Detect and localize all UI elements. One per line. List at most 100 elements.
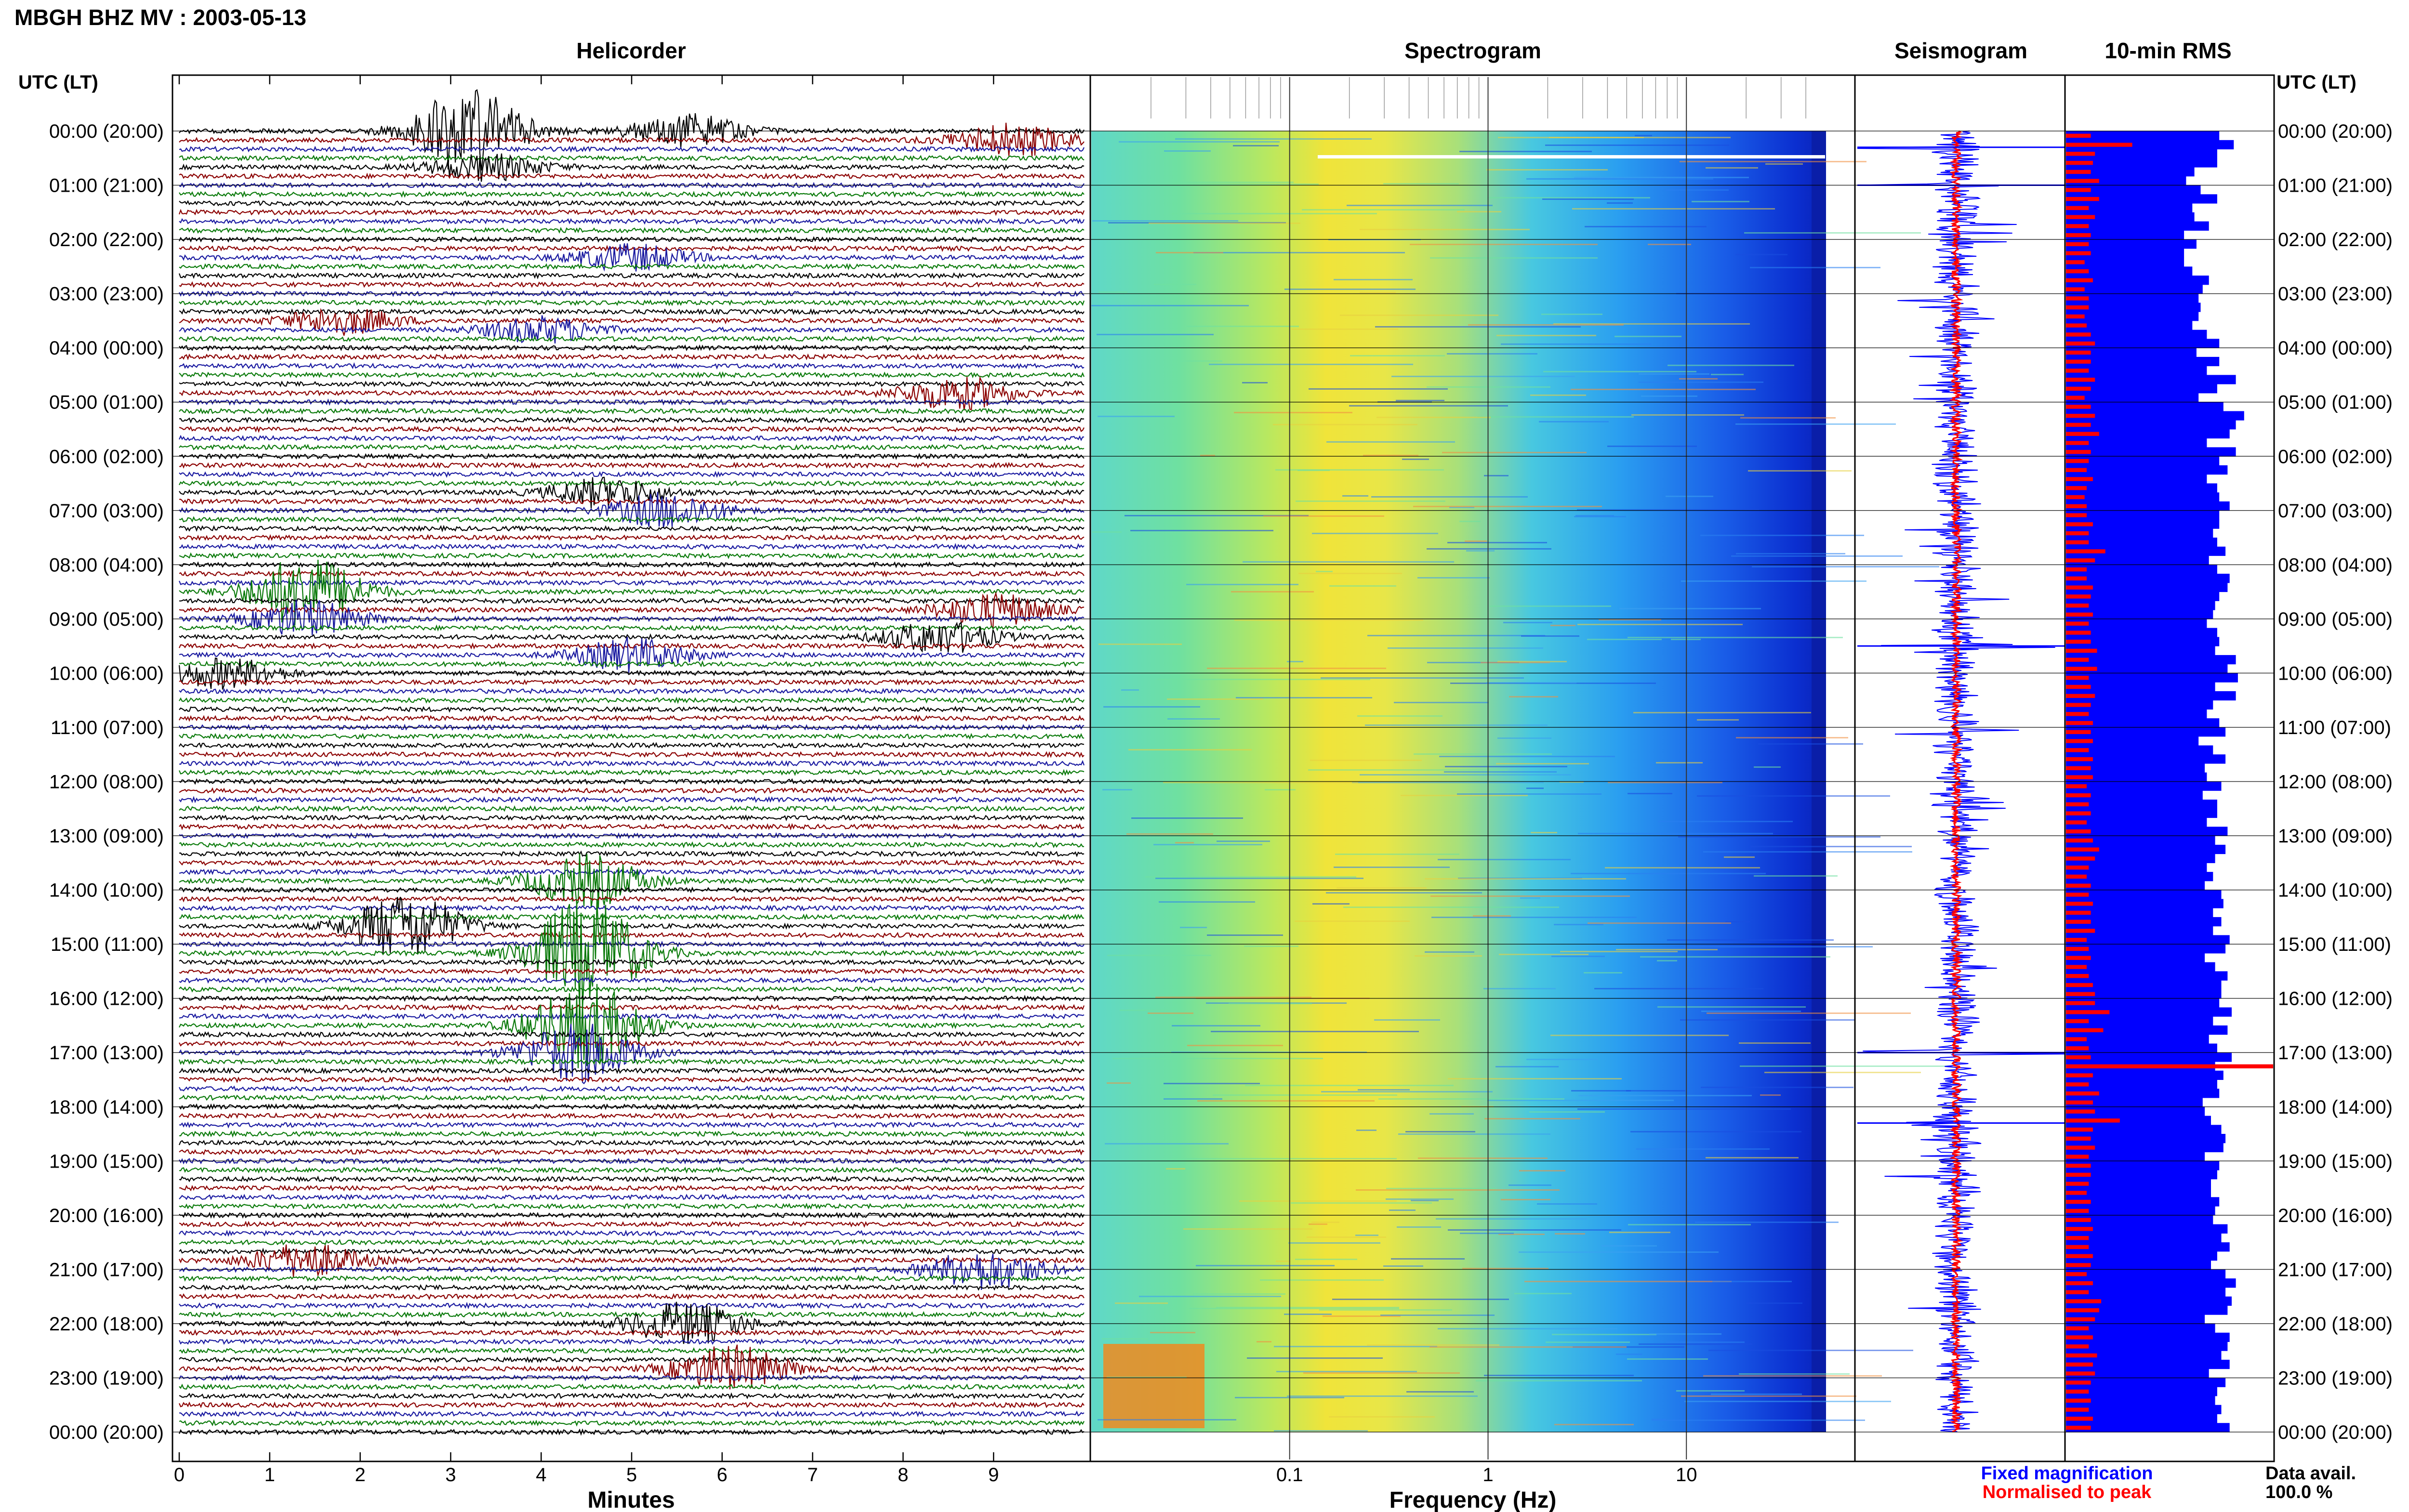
helicorder-trace-row xyxy=(179,190,1085,198)
spectrogram-stripe xyxy=(1397,1226,1441,1228)
spectrogram-stripe xyxy=(1572,208,1775,210)
helicorder-traces xyxy=(178,89,1085,1436)
spectrogram-xlabel: Frequency (Hz) xyxy=(1390,1487,1557,1512)
time-label-left: 03:00 (23:00) xyxy=(49,284,164,305)
spectrogram-stripe xyxy=(1602,1245,1657,1247)
rms-fixed-bar xyxy=(2066,709,2207,719)
spectrogram-stripe xyxy=(1639,381,1763,383)
spectrogram-stripe xyxy=(1276,1371,1417,1372)
rms-fixed-bar xyxy=(2066,1179,2211,1189)
hour-gridlines xyxy=(172,131,2274,1433)
rms-normalised-bar xyxy=(2066,1118,2120,1123)
rms-fixed-bar xyxy=(2066,863,2207,872)
rms-normalised-bar xyxy=(2066,856,2095,861)
spectrogram-stripe xyxy=(1748,470,1852,472)
helicorder-trace-row xyxy=(179,841,1085,849)
spectrogram-stripe xyxy=(1319,1309,1452,1311)
rms-normalised-bar xyxy=(2066,1308,2099,1313)
rms-fixed-bar xyxy=(2066,827,2228,836)
spectrogram-stripe xyxy=(1701,1087,1853,1088)
rms-normalised-bar xyxy=(2066,224,2089,228)
time-label-left: 13:00 (09:00) xyxy=(49,826,164,847)
spectrogram-stripe xyxy=(1684,946,1873,947)
spectrogram-stripe xyxy=(1466,550,1495,552)
spectrogram-stripe xyxy=(1413,506,1602,507)
helicorder-trace-row xyxy=(179,199,1085,207)
spectrogram-stripe xyxy=(1193,1293,1285,1295)
spectrogram-stripe xyxy=(1501,1199,1550,1200)
spectrogram-x-tick-label: 1 xyxy=(1482,1464,1493,1486)
time-label-left: 12:00 (08:00) xyxy=(49,772,164,793)
time-label-left: 04:00 (00:00) xyxy=(49,338,164,359)
spectrogram-stripe xyxy=(1360,292,1396,293)
spectrogram-stripe xyxy=(1340,315,1498,316)
rms-normalised-bar xyxy=(2066,956,2091,960)
helicorder-x-tick-label: 7 xyxy=(807,1464,818,1486)
helicorder-trace-row xyxy=(179,621,1085,653)
helicorder-x-tick-label: 2 xyxy=(355,1464,365,1486)
spectrogram-stripe xyxy=(1605,867,1760,868)
rms-normalised-bar xyxy=(2066,1218,2091,1222)
rms-normalised-bar xyxy=(2066,1353,2097,1358)
rms-fixed-bar xyxy=(2066,546,2226,556)
rms-normalised-bar xyxy=(2066,1407,2089,1412)
spectrogram-stripe xyxy=(1097,334,1214,335)
rms-normalised-bar xyxy=(2066,874,2087,879)
rms-bars xyxy=(2066,131,2273,1433)
rms-fixed-bar xyxy=(2066,817,2207,827)
rms-fixed-bar xyxy=(2066,872,2213,881)
rms-fixed-bar xyxy=(2066,736,2199,746)
rms-fixed-bar xyxy=(2066,1161,2220,1170)
helicorder-trace-row xyxy=(179,1012,1085,1020)
rms-fixed-bar xyxy=(2066,302,2201,312)
time-label-right: 22:00 (18:00) xyxy=(2278,1314,2393,1335)
helicorder-trace-row xyxy=(179,155,1085,162)
helicorder-trace-row xyxy=(179,913,1085,921)
helicorder-trace-row xyxy=(179,1157,1085,1165)
helicorder-trace-row xyxy=(179,217,1085,225)
rms-normalised-bar xyxy=(2066,1362,2093,1367)
helicorder-trace-row xyxy=(179,760,1085,767)
rms-fixed-bar xyxy=(2066,1089,2220,1098)
rms-fixed-bar xyxy=(2066,890,2222,899)
helicorder-trace-row xyxy=(179,552,1085,559)
spectrogram-stripe xyxy=(1594,988,1763,989)
spectrogram-stripe xyxy=(1326,892,1482,894)
helicorder-trace-row xyxy=(179,122,1085,157)
spectrogram-stripe xyxy=(1477,416,1634,418)
rms-fixed-bar xyxy=(2066,1305,2228,1315)
spectrogram-stripe xyxy=(1708,1350,1913,1351)
spectrogram-stripe xyxy=(1498,1234,1545,1235)
spectrogram-stripe xyxy=(1652,1420,1865,1421)
rms-normalised-bar xyxy=(2066,179,2099,183)
spectrogram-stripe xyxy=(1524,1281,1732,1282)
spectrogram-stripe xyxy=(1608,782,1722,783)
spectrogram-stripe xyxy=(1553,323,1750,325)
helicorder-trace-row xyxy=(179,958,1085,966)
helicorder-trace-row xyxy=(179,868,1085,876)
rms-fixed-bar xyxy=(2066,411,2244,421)
rms-normalised-bar xyxy=(2066,757,2093,762)
spectrogram-stripe xyxy=(1588,922,1731,924)
rms-fixed-bar xyxy=(2066,456,2220,466)
rms-normalised-bar xyxy=(2066,1209,2089,1213)
rms-normalised-bar xyxy=(2066,947,2089,951)
spectrogram-stripe xyxy=(1706,1157,1799,1158)
spectrogram-stripe xyxy=(1735,254,1787,255)
rms-normalised-bar xyxy=(2066,1109,2095,1114)
spectrogram-stripe xyxy=(1571,1090,1631,1091)
spectrogram-stripe xyxy=(1164,1083,1260,1084)
time-label-right: 01:00 (21:00) xyxy=(2278,175,2393,197)
rms-normalised-bar xyxy=(2066,847,2099,852)
legend-fixed-magnification: Fixed magnification xyxy=(1981,1463,2153,1484)
spectrogram-stripe xyxy=(1149,223,1300,224)
spectrogram-stripe xyxy=(1130,530,1273,531)
spectrogram-stripe xyxy=(1396,400,1444,401)
helicorder-trace-row xyxy=(179,559,1085,626)
spectrogram-stripe xyxy=(1764,1072,1921,1073)
spectrogram-stripe xyxy=(1091,305,1249,306)
helicorder-trace-row xyxy=(179,600,1085,635)
helicorder-trace-row xyxy=(179,1248,1085,1255)
spectrogram-stripe xyxy=(1398,1133,1550,1135)
